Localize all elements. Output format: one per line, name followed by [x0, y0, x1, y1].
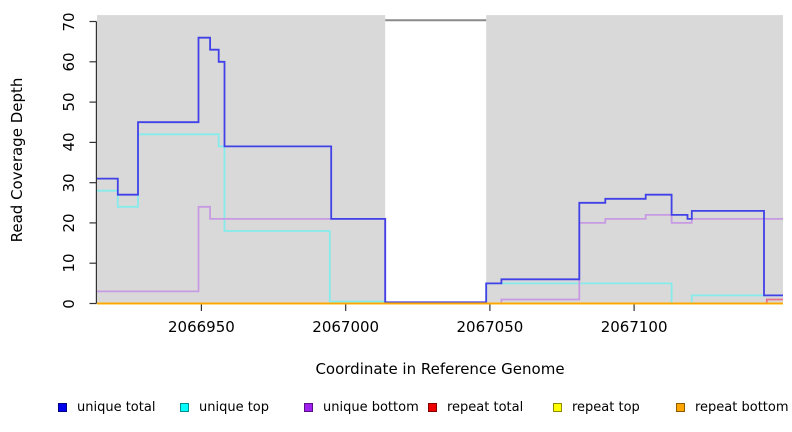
x-tick-label: 2067100 [600, 318, 668, 336]
repeat-bottom-swatch-icon [676, 403, 685, 412]
coverage-plot-canvas [89, 15, 783, 311]
unique-top-swatch-icon [180, 403, 189, 412]
legend-label-repeat-total: repeat total [447, 400, 524, 415]
unique-bottom-swatch-icon [304, 403, 313, 412]
legend-label-unique-total: unique total [77, 400, 156, 415]
unique-region-band-0 [97, 15, 386, 304]
x-tick-label: 2067050 [456, 318, 524, 336]
y-tick-label: 0 [60, 298, 78, 309]
y-tick-label: 30 [60, 173, 78, 193]
x-tick-label: 2067000 [312, 318, 380, 336]
y-tick-label: 20 [60, 213, 78, 233]
repeat-top-swatch-icon [553, 403, 562, 412]
y-tick-label: 50 [60, 92, 78, 112]
y-axis-title: Read Coverage Depth [8, 77, 26, 243]
y-tick-label: 40 [60, 132, 78, 152]
legend-label-repeat-top: repeat top [572, 400, 640, 415]
x-axis-title: Coordinate in Reference Genome [315, 360, 565, 378]
legend-label-unique-bottom: unique bottom [323, 400, 419, 415]
y-tick-label: 10 [60, 253, 78, 273]
x-tick-label: 2066950 [167, 318, 235, 336]
y-tick-label: 60 [60, 52, 78, 72]
y-tick-label: 70 [60, 11, 78, 32]
legend-label-unique-top: unique top [199, 400, 270, 415]
unique-total-swatch-icon [58, 403, 67, 412]
legend: unique total unique top unique bottom re… [0, 399, 792, 421]
series-line-unique-total [97, 36, 783, 304]
repeat-total-swatch-icon [428, 403, 437, 412]
unique-region-band-1 [486, 15, 783, 304]
legend-label-repeat-bottom: repeat bottom [695, 400, 789, 415]
